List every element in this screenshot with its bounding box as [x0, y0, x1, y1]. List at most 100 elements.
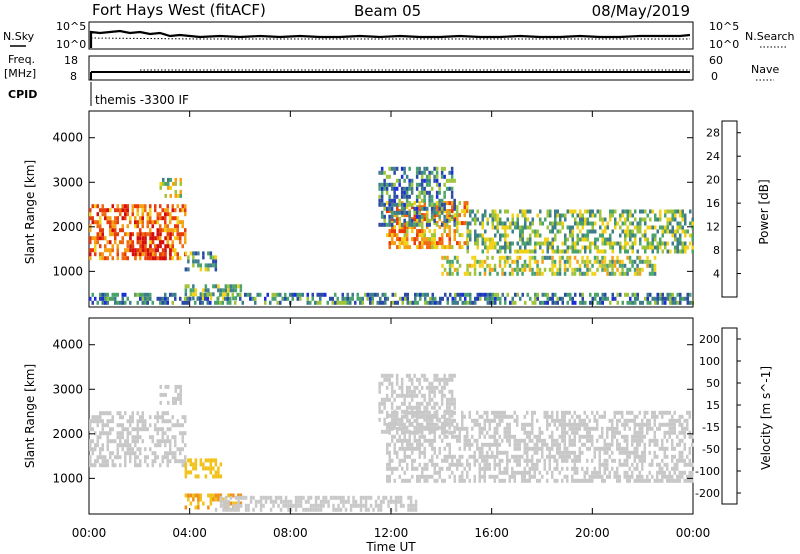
- velocity-cell: [222, 497, 225, 502]
- power-cell: [383, 170, 386, 175]
- velocity-cell: [508, 478, 511, 483]
- power-cell: [415, 210, 419, 215]
- velocity-cell: [277, 495, 280, 500]
- velocity-cell: [486, 454, 489, 459]
- velocity-cell: [531, 466, 534, 471]
- velocity-cell: [488, 454, 491, 459]
- velocity-cell: [421, 466, 424, 471]
- velocity-cell: [658, 446, 661, 451]
- power-cell: [546, 245, 549, 250]
- power-cell: [561, 255, 564, 260]
- power-cell: [378, 202, 381, 207]
- power-cell: [456, 255, 459, 260]
- velocity-cell: [528, 430, 531, 435]
- power-cell: [159, 244, 162, 249]
- power-cell: [679, 225, 682, 230]
- power-cell: [231, 292, 234, 297]
- power-cell: [385, 206, 389, 211]
- power-cell: [569, 225, 572, 230]
- velocity-cell: [538, 446, 541, 451]
- power-cell: [456, 209, 459, 214]
- power-cell: [179, 256, 182, 261]
- power-cell: [421, 245, 424, 250]
- velocity-cell: [277, 503, 280, 508]
- velocity-cell: [503, 430, 506, 435]
- power-cell: [164, 296, 167, 301]
- power-cell: [456, 292, 459, 297]
- velocity-cell: [398, 438, 401, 443]
- velocity-cell: [443, 393, 446, 398]
- power-cell: [654, 217, 657, 222]
- velocity-cell: [169, 439, 172, 444]
- power-cell: [474, 229, 477, 234]
- velocity-cell: [518, 458, 521, 463]
- power-cell: [571, 245, 574, 250]
- velocity-cell: [666, 410, 669, 415]
- power-cell: [159, 216, 162, 221]
- power-cell: [154, 204, 157, 209]
- velocity-cell: [440, 401, 444, 406]
- velocity-cell: [171, 455, 174, 460]
- power-cell: [411, 237, 414, 242]
- power-cell: [646, 213, 649, 218]
- power-cell: [214, 267, 218, 272]
- power-cell: [232, 288, 235, 293]
- nsearch-trace: [90, 37, 690, 40]
- velocity-cell: [556, 438, 559, 443]
- power-cell: [124, 252, 127, 257]
- velocity-cell: [518, 446, 521, 451]
- velocity-data-layer: [89, 373, 694, 512]
- power-cell: [134, 256, 137, 261]
- freq-label: Freq.: [8, 53, 35, 66]
- power-cell: [674, 300, 677, 305]
- power-cell: [176, 252, 179, 257]
- power-cell: [483, 259, 487, 264]
- power-cell: [616, 300, 619, 305]
- power-cell: [504, 233, 507, 238]
- power-cell: [453, 218, 456, 223]
- velocity-cell: [448, 401, 451, 406]
- power-cell: [149, 296, 152, 301]
- velocity-cell: [531, 446, 534, 451]
- power-cell: [448, 229, 451, 234]
- velocity-cell: [448, 442, 451, 447]
- velocity-cell: [548, 462, 551, 467]
- velocity-cell: [623, 438, 626, 443]
- velocity-cell: [385, 413, 389, 418]
- velocity-cell: [420, 401, 424, 406]
- velocity-cell: [453, 410, 456, 415]
- velocity-cell: [383, 397, 386, 402]
- power-cell: [438, 209, 441, 214]
- velocity-cell: [232, 501, 235, 506]
- velocity-cell: [232, 493, 235, 498]
- velocity-cell: [237, 493, 240, 498]
- power-cell: [504, 209, 507, 214]
- velocity-cell: [189, 458, 193, 463]
- nsky-panel: [88, 21, 694, 50]
- velocity-cell: [386, 466, 389, 471]
- velocity-cell: [400, 377, 404, 382]
- power-cell: [131, 244, 135, 249]
- velocity-cell: [347, 499, 350, 504]
- power-cell: [566, 259, 569, 264]
- velocity-cell: [134, 463, 137, 468]
- power-cell: [506, 225, 509, 230]
- velocity-cell: [159, 400, 162, 405]
- velocity-cell: [229, 501, 233, 506]
- velocity-cell: [119, 411, 122, 416]
- velocity-cell: [139, 463, 142, 468]
- velocity-cell: [176, 423, 179, 428]
- velocity-cell: [181, 463, 184, 468]
- power-cell: [159, 252, 162, 257]
- power-cell: [529, 241, 532, 246]
- power-cell: [498, 255, 502, 260]
- power-cell: [431, 217, 434, 222]
- power-cell: [651, 209, 654, 214]
- velocity-cell: [319, 507, 323, 512]
- velocity-cell: [643, 458, 646, 463]
- velocity-cell: [428, 385, 431, 390]
- power-cell: [661, 296, 664, 301]
- power-cell: [433, 166, 436, 171]
- power-cell: [179, 232, 182, 237]
- power-cell: [564, 249, 567, 254]
